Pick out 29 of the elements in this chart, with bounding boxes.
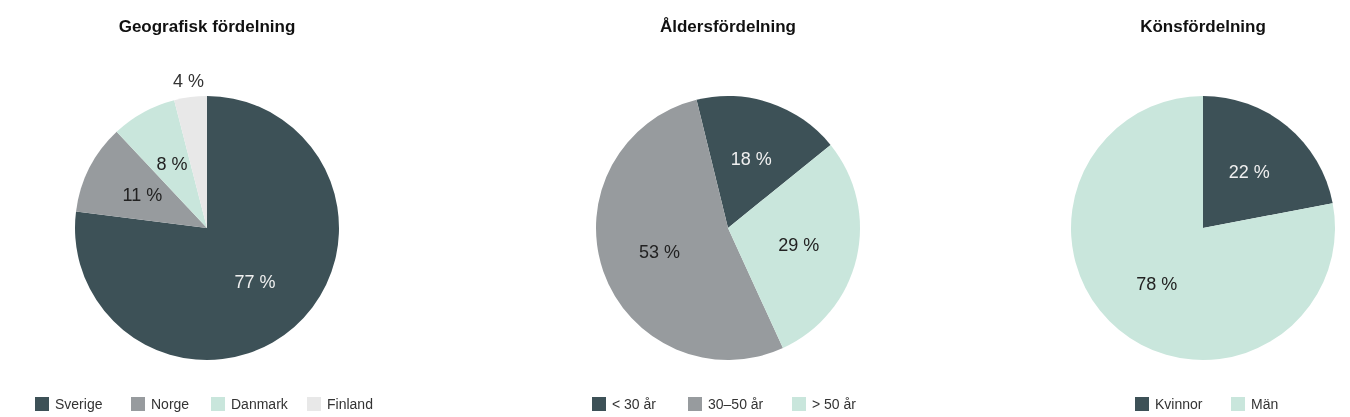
chart-title: Geografisk fördelning <box>118 17 296 36</box>
pie-slice <box>1203 96 1333 228</box>
legend-label: > 50 år <box>812 396 857 412</box>
legend-label: Män <box>1251 396 1279 412</box>
pie-slice <box>76 131 207 228</box>
chart-title: Åldersfördelning <box>659 17 797 36</box>
legend-label: Finland <box>327 396 373 412</box>
data-label: 4 % <box>172 71 204 92</box>
legend-label: Sverige <box>55 396 103 412</box>
data-label: 78 % <box>1136 273 1178 294</box>
data-label: 22 % <box>1228 162 1270 183</box>
legend-label: Kvinnor <box>1155 396 1203 412</box>
pie-slice <box>174 96 207 228</box>
data-label: 53 % <box>638 241 680 262</box>
pie-slice <box>728 144 860 349</box>
pie-slice <box>116 100 207 228</box>
legend-label: 30–50 år <box>708 396 764 412</box>
pie-slice <box>696 96 831 228</box>
data-label: 29 % <box>778 234 820 255</box>
chart-title: Könsfördelning <box>1140 17 1266 36</box>
pie-slice <box>75 96 339 360</box>
data-label: 11 % <box>122 185 163 206</box>
data-label: 8 % <box>156 154 188 175</box>
legend-label: < 30 år <box>612 396 657 412</box>
legend-label: Norge <box>151 396 190 412</box>
data-label: 77 % <box>234 272 276 293</box>
data-label: 18 % <box>730 149 772 170</box>
legend-label: Danmark <box>231 396 289 412</box>
pie-slice <box>1071 96 1335 360</box>
